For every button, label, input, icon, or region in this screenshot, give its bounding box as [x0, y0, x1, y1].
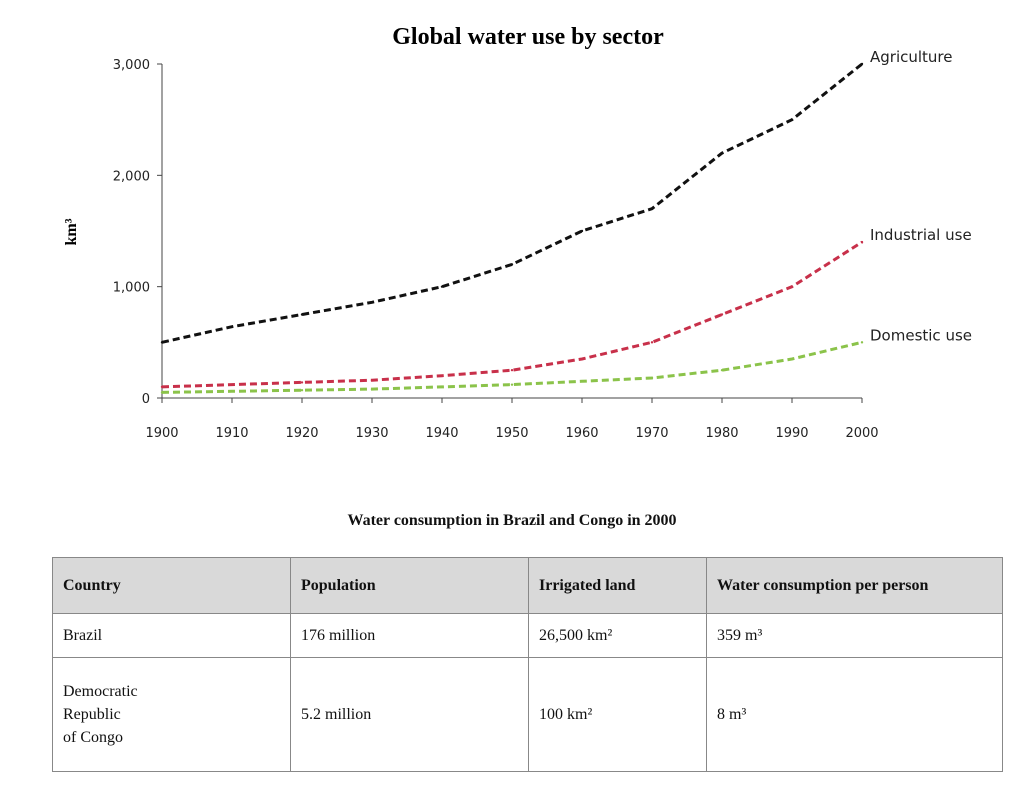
data-point-agriculture: [230, 325, 234, 328]
series-label-agriculture: Agriculture: [870, 48, 953, 66]
y-tick-label: 0: [142, 392, 150, 407]
data-point-agriculture: [650, 207, 654, 210]
data-point-domestic-use: [580, 380, 584, 383]
x-tick-label: 2000: [845, 426, 878, 441]
column-header-water-consumption: Water consumption per person: [706, 557, 1003, 614]
series-line-domestic-use: [161, 340, 863, 394]
data-point-domestic-use: [860, 341, 864, 344]
data-point-agriculture: [440, 285, 444, 288]
x-tick-label: 1910: [215, 426, 248, 441]
data-point-industrial-use: [230, 383, 234, 386]
cell-country-line: Democratic: [63, 683, 138, 700]
data-point-domestic-use: [790, 357, 794, 361]
data-point-industrial-use: [160, 385, 164, 389]
x-tick-label: 1950: [495, 426, 528, 441]
data-point-domestic-use: [300, 389, 304, 392]
data-point-domestic-use: [230, 390, 234, 393]
data-point-domestic-use: [720, 368, 724, 372]
data-point-industrial-use: [440, 374, 444, 377]
x-tick-label: 1940: [425, 426, 458, 441]
data-point-domestic-use: [650, 376, 654, 380]
table-row: Brazil 176 million 26,500 km² 359 m³: [52, 613, 1003, 658]
data-point-domestic-use: [510, 383, 514, 386]
data-point-agriculture: [300, 313, 304, 316]
data-point-industrial-use: [720, 313, 724, 316]
data-point-agriculture: [860, 62, 864, 66]
data-point-agriculture: [510, 263, 514, 266]
x-tick-label: 1990: [775, 426, 808, 441]
y-tick-label: 1,000: [113, 281, 150, 296]
data-point-agriculture: [370, 301, 374, 304]
data-point-industrial-use: [860, 240, 864, 244]
column-header-population: Population: [290, 557, 529, 614]
table-row: Democratic Republic of Congo 5.2 million…: [52, 657, 1003, 772]
data-point-industrial-use: [370, 378, 374, 382]
cell-population: 5.2 million: [290, 657, 529, 772]
cell-irrigated-land: 100 km²: [528, 657, 707, 772]
line-chart-svg: Global water use by sector km³ 0 1,000 2,0…: [63, 24, 972, 441]
x-tick-label: 1970: [635, 426, 668, 441]
data-point-agriculture: [160, 341, 164, 344]
data-point-domestic-use: [370, 387, 374, 391]
cell-country-line: of Congo: [63, 729, 123, 746]
data-point-agriculture: [720, 151, 724, 155]
data-point-industrial-use: [300, 381, 304, 384]
data-point-industrial-use: [580, 357, 584, 361]
data-point-industrial-use: [650, 341, 654, 344]
table-title: Water consumption in Brazil and Congo in…: [347, 512, 677, 529]
x-tick-label: 1900: [145, 426, 178, 441]
series-label-domestic-use: Domestic use: [870, 326, 972, 344]
column-header-irrigated-land: Irrigated land: [528, 557, 707, 614]
data-point-agriculture: [790, 118, 794, 121]
cell-irrigated-land: 26,500 km²: [528, 613, 707, 658]
chart-title: Global water use by sector: [392, 24, 664, 50]
x-tick-label: 1920: [285, 426, 318, 441]
data-point-industrial-use: [510, 368, 514, 372]
y-tick-label: 3,000: [113, 58, 150, 73]
water-consumption-table: Country Population Irrigated land Water …: [52, 557, 1003, 772]
cell-water-consumption: 359 m³: [706, 613, 1003, 658]
x-tick-label: 1930: [355, 426, 388, 441]
series-line-industrial-use: [161, 240, 863, 389]
cell-population: 176 million: [290, 613, 529, 658]
x-tick-label: 1980: [705, 426, 738, 441]
cell-country-line: Republic: [63, 706, 121, 723]
data-point-industrial-use: [790, 285, 794, 288]
data-point-domestic-use: [160, 391, 164, 394]
column-header-country: Country: [52, 557, 291, 614]
cell-country: Democratic Republic of Congo: [52, 657, 291, 772]
y-axis-label: km³: [63, 218, 80, 245]
table-header-row: Country Population Irrigated land Water …: [52, 557, 1003, 614]
x-tick-label: 1960: [565, 426, 598, 441]
cell-country: Brazil: [52, 613, 291, 658]
data-point-agriculture: [580, 229, 584, 233]
data-point-domestic-use: [440, 385, 444, 389]
series-label-industrial-use: Industrial use: [870, 226, 972, 244]
cell-water-consumption: 8 m³: [706, 657, 1003, 772]
y-tick-label: 2,000: [113, 169, 150, 184]
line-chart: Global water use by sector km³ 0 1,000 2,0…: [63, 24, 972, 441]
